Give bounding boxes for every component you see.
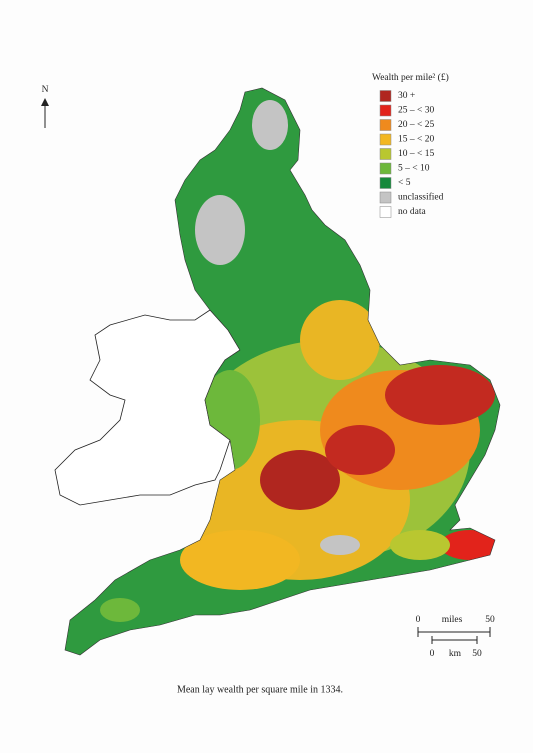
- scale-label: 0: [416, 615, 421, 625]
- legend-swatch: [379, 90, 392, 102]
- scale-bar: 0 miles 50 0 km 50: [416, 615, 495, 659]
- legend-label: 15 – < 20: [398, 135, 434, 145]
- caption: Mean lay wealth per square mile in 1334.: [177, 684, 343, 695]
- legend-label: unclassified: [398, 192, 444, 203]
- legend-label: 30 +: [398, 91, 415, 101]
- legend-swatch: [379, 206, 392, 218]
- legend: Wealth per mile² (£) 30 + 25 – < 30 20 – <…: [372, 72, 449, 218]
- legend-label: < 5: [398, 178, 411, 188]
- legend-swatch: [379, 104, 392, 117]
- legend-swatch: [379, 133, 392, 146]
- scale-label: miles: [442, 615, 463, 625]
- legend-swatch: [379, 162, 392, 175]
- legend-swatch: [379, 148, 392, 160]
- legend-label: no data: [398, 207, 426, 217]
- legend-label: 5 – < 10: [398, 164, 430, 174]
- scale-label: 50: [472, 649, 482, 659]
- legend-label: 10 – < 15: [398, 149, 434, 159]
- legend-label: 20 – < 25: [398, 120, 434, 130]
- legend-label: 25 – < 30: [398, 106, 434, 116]
- scale-label: 0: [430, 649, 435, 659]
- legend-title: Wealth per mile² (£): [372, 72, 449, 83]
- scale-label: km: [449, 649, 462, 659]
- scale-label: 50: [485, 615, 495, 625]
- legend-swatch: [379, 191, 392, 204]
- north-label: N: [42, 85, 49, 95]
- north-arrow: N: [41, 85, 49, 128]
- legend-swatch: [379, 119, 392, 131]
- legend-swatch: [379, 177, 392, 189]
